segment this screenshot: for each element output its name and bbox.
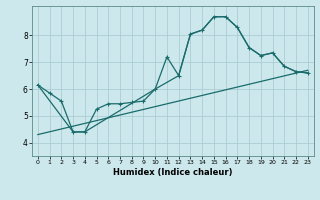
X-axis label: Humidex (Indice chaleur): Humidex (Indice chaleur) (113, 168, 233, 177)
